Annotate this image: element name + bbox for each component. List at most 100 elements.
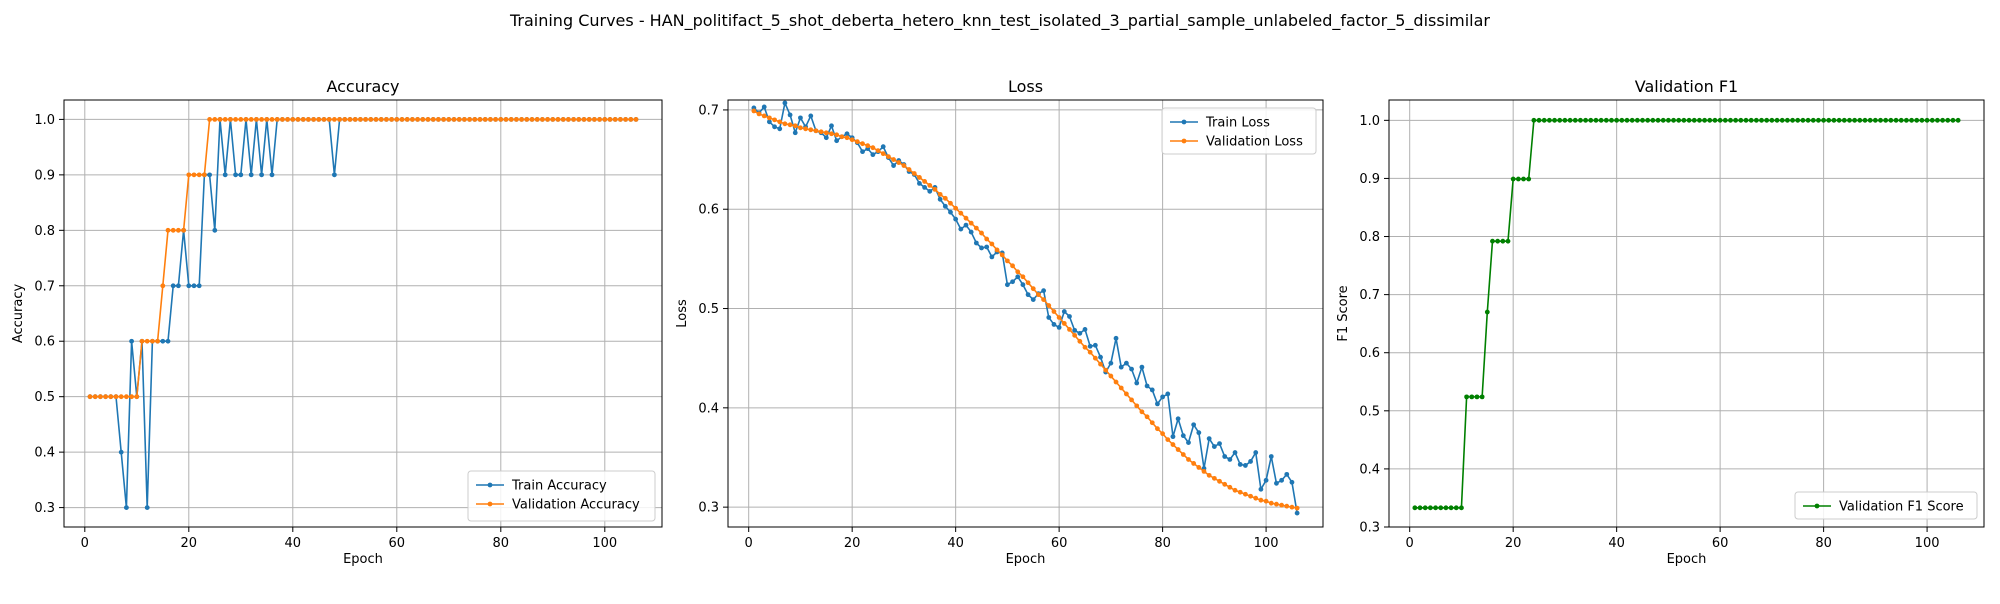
y-axis-label: F1 Score: [1336, 285, 1351, 341]
data-point: [103, 394, 108, 400]
data-point: [1893, 117, 1899, 123]
data-point: [1222, 454, 1228, 459]
data-point: [917, 175, 922, 180]
data-point: [1702, 117, 1708, 123]
x-tick-label: 40: [1608, 536, 1625, 551]
chart-title: Loss: [1008, 77, 1043, 96]
legend-swatch-marker: [487, 482, 493, 488]
data-point: [212, 227, 218, 233]
data-point: [1955, 117, 1961, 123]
data-point: [1087, 343, 1093, 349]
legend-swatch-marker: [1814, 503, 1820, 509]
data-point: [1061, 321, 1067, 326]
data-point: [633, 117, 639, 122]
data-point: [566, 117, 571, 122]
data-point: [1650, 117, 1656, 123]
data-point: [777, 126, 783, 132]
data-point: [854, 139, 860, 145]
data-point: [772, 124, 777, 130]
data-point: [1691, 117, 1697, 123]
data-point: [404, 117, 410, 122]
data-point: [1469, 394, 1475, 400]
y-tick-label: 1.0: [34, 113, 55, 128]
data-point: [1217, 441, 1222, 446]
data-point: [472, 117, 478, 122]
data-point: [207, 172, 213, 178]
data-point: [92, 394, 98, 400]
data-point: [321, 117, 327, 122]
data-point: [829, 123, 834, 129]
data-point: [1186, 457, 1191, 462]
series-line: [753, 102, 1298, 514]
data-point: [901, 163, 907, 168]
data-point: [316, 117, 322, 122]
data-point: [233, 172, 239, 178]
data-point: [1562, 117, 1568, 123]
data-point: [1686, 117, 1692, 123]
data-point: [1268, 454, 1274, 459]
data-point: [477, 117, 483, 122]
data-point: [118, 394, 124, 400]
data-point: [803, 126, 809, 132]
data-point: [1826, 117, 1832, 123]
data-point: [186, 283, 192, 289]
data-point: [368, 117, 374, 122]
data-point: [1546, 117, 1552, 123]
data-point: [618, 117, 623, 122]
data-point: [98, 394, 103, 400]
data-point: [1227, 484, 1233, 490]
data-point: [243, 117, 249, 122]
data-point: [534, 117, 540, 122]
data-point: [1867, 117, 1873, 123]
y-tick-label: 0.5: [34, 390, 55, 405]
data-point: [1248, 493, 1253, 499]
data-point: [973, 240, 979, 246]
data-point: [1567, 117, 1573, 123]
data-point: [1603, 117, 1609, 123]
data-point: [399, 117, 405, 122]
data-point: [1500, 238, 1506, 244]
data-point: [280, 117, 285, 122]
data-point: [1294, 505, 1300, 511]
data-point: [1753, 117, 1759, 123]
data-point: [332, 172, 337, 178]
x-axis-label: Epoch: [1667, 552, 1707, 567]
y-tick-label: 0.6: [34, 335, 55, 350]
data-point: [134, 394, 140, 400]
legend-swatch-marker: [1181, 119, 1187, 125]
data-point: [1211, 475, 1217, 481]
data-point: [202, 172, 207, 178]
data-point: [1795, 117, 1801, 123]
data-point: [1459, 505, 1464, 511]
data-point: [347, 117, 353, 122]
data-point: [1004, 258, 1010, 264]
data-point: [1929, 117, 1935, 123]
data-point: [1165, 437, 1171, 443]
data-point: [911, 171, 917, 176]
legend: Validation F1 Score: [1794, 491, 1978, 520]
data-point: [1433, 505, 1438, 511]
data-point: [984, 244, 990, 250]
data-point: [751, 108, 757, 114]
data-point: [248, 117, 254, 122]
data-point: [1087, 349, 1093, 355]
data-point: [896, 160, 902, 165]
data-point: [1831, 117, 1837, 123]
data-point: [87, 394, 93, 400]
data-point: [1624, 117, 1630, 123]
data-point: [1279, 502, 1285, 508]
data-point: [948, 209, 953, 215]
data-point: [1030, 297, 1036, 302]
data-point: [1103, 367, 1109, 373]
data-point: [1660, 117, 1666, 123]
data-point: [295, 117, 301, 122]
y-tick-label: 0.9: [1359, 172, 1380, 187]
data-point: [1155, 426, 1160, 432]
series-line: [1414, 119, 1959, 509]
data-point: [1092, 342, 1098, 348]
data-point: [829, 131, 834, 137]
data-point: [1010, 263, 1015, 269]
data-point: [839, 134, 845, 140]
data-point: [1036, 292, 1041, 298]
data-point: [1671, 117, 1676, 123]
